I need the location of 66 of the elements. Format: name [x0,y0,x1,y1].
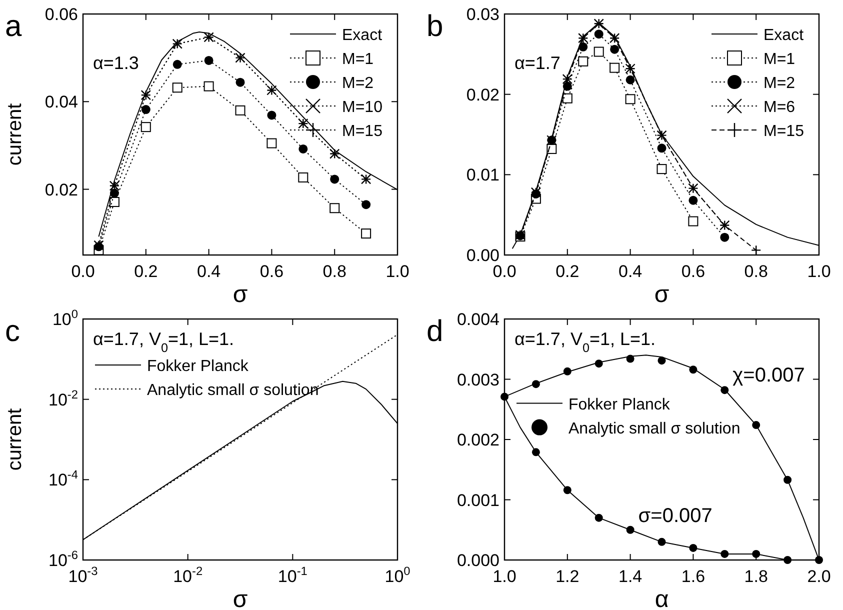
annotation: σ=0.007 [638,504,712,527]
legend-label: M=15 [764,123,804,140]
x-tick-label: 10$^{-2}$ [173,564,203,586]
x-tick-label: 10$^{-1}$ [278,564,308,586]
annotation: α=1.3 [93,53,139,73]
annotation: α=1.7, V$_{0}$=1, L=1. [514,329,656,355]
x-axis-title: σ [232,281,248,308]
y-tick-label: 0.04 [44,92,78,112]
y-tick-label: 10$^{-2}$ [48,387,78,410]
x-tick-label: 0.0 [71,262,95,281]
legend-label: Exact [342,27,383,44]
x-axis-title: σ [232,586,248,610]
x-tick-label: 2.0 [807,567,831,586]
y-tick-label: 10$^{-4}$ [48,468,78,490]
y-tick-label: 0.004 [456,310,500,329]
x-tick-label: 0.6 [260,262,284,281]
y-tick-label: 0.003 [456,370,500,390]
legend-label: M=6 [764,99,796,116]
x-tick-label: 1.4 [618,567,642,586]
y-tick-label: 0.06 [44,5,78,24]
annotation: χ=0.007 [732,364,805,386]
legend-label: Analytic small σ solution [568,420,740,438]
legend-label: Fokker Planck [147,358,250,375]
y-tick-label: 0.000 [456,551,500,570]
legend-label: M=2 [342,75,374,92]
x-tick-label: 0.4 [196,262,221,281]
x-tick-label: 1.0 [386,262,410,281]
annotation: α=1.7, V$_{0}$=1, L=1. [93,329,234,355]
x-tick-label: 1.0 [807,262,831,281]
x-tick-label: 0.2 [134,262,158,281]
legend-label: Analytic small σ solution [147,382,319,399]
y-tick-label: 0.03 [466,5,500,24]
y-tick-label: 10$^{0}$ [52,307,78,329]
x-axis-title: σ [654,281,670,308]
x-tick-label: 1.6 [681,567,706,586]
legend-label: Fokker Planck [568,396,671,414]
x-tick-label: 1.2 [556,567,580,586]
legend-label: M=10 [342,99,383,116]
x-axis-title: α [654,586,669,610]
x-tick-label: 1.8 [744,567,768,586]
legend-label: Exact [764,27,804,44]
x-tick-label: 0.8 [744,262,768,281]
legend-label: M=2 [764,75,796,92]
y-axis-title: current [4,408,26,471]
x-tick-label: 1.0 [492,567,516,586]
y-tick-label: 0.02 [466,85,500,104]
y-tick-label: 0.002 [456,430,500,450]
x-tick-label: 0.8 [322,262,346,281]
legend-label: M=1 [342,51,374,68]
chart-title: a [5,10,22,43]
y-tick-label: 0.02 [44,180,78,200]
y-axis-title: current [4,102,26,166]
y-tick-label: 0.001 [456,490,500,510]
x-tick-label: 0.0 [492,262,516,281]
x-tick-label: 0.6 [681,262,706,281]
chart-title: d [426,315,444,348]
x-tick-label: 0.4 [618,262,642,281]
x-tick-label: 0.2 [556,262,580,281]
annotation: α=1.7 [514,53,560,73]
legend-label: M=15 [342,123,383,140]
legend-label: M=1 [764,51,796,68]
y-tick-label: 0.00 [466,246,500,265]
x-tick-label: 10$^{0}$ [384,564,411,586]
chart-title: c [5,315,20,348]
y-tick-label: 0.01 [466,166,500,185]
chart-title: b [426,10,444,43]
